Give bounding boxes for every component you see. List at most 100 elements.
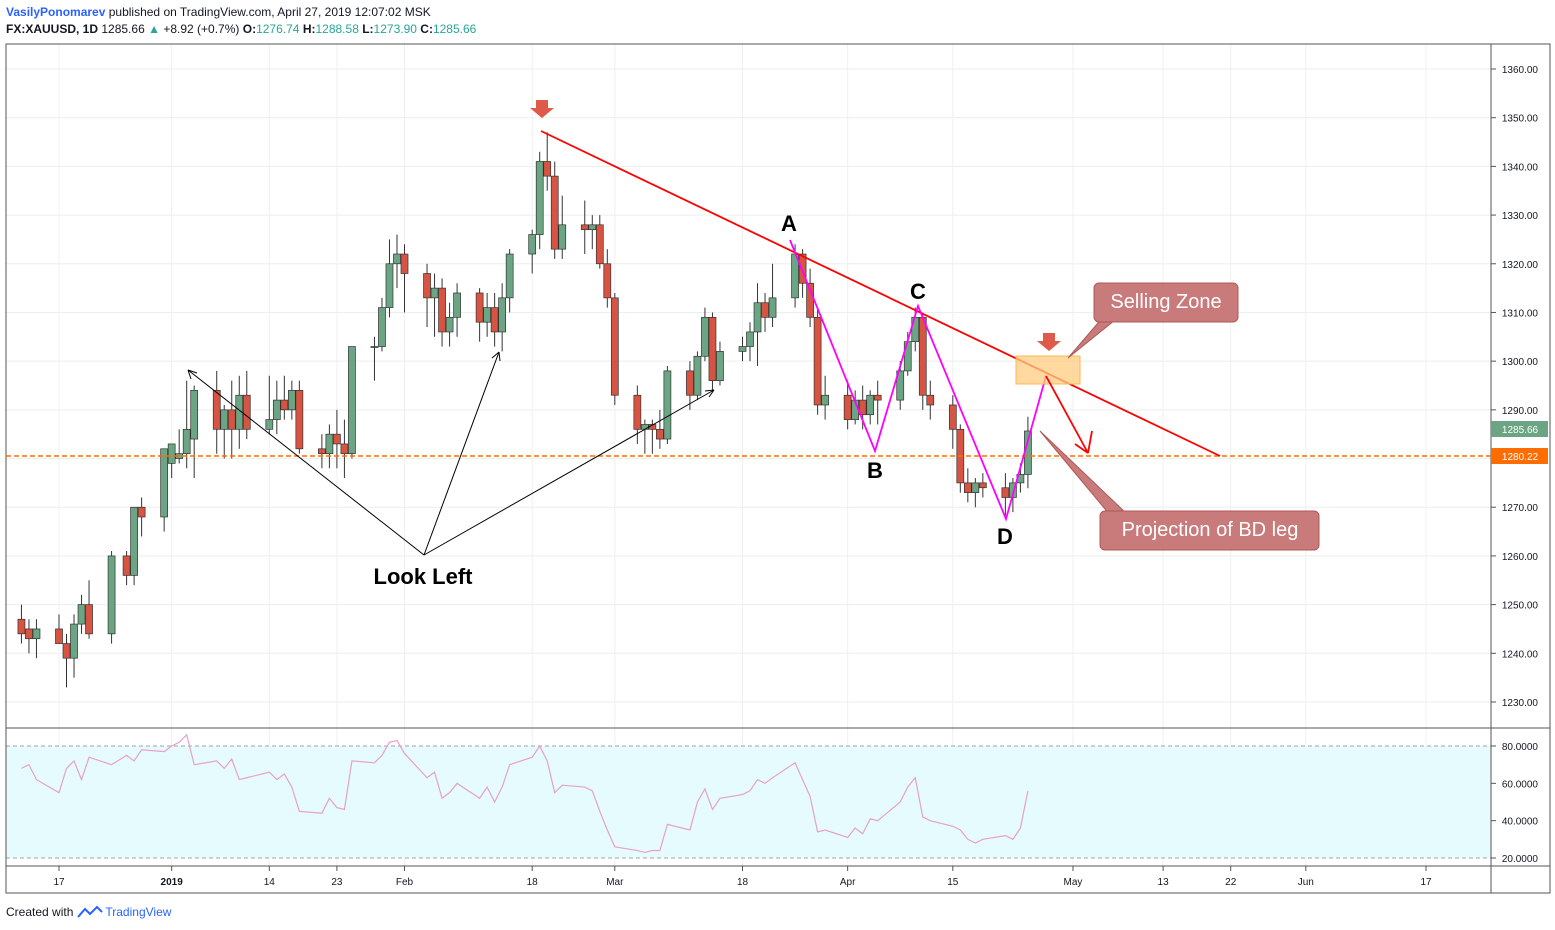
- rsi-band: [6, 746, 1491, 858]
- candle-body: [212, 390, 221, 430]
- candle-body: [70, 623, 78, 659]
- rsi-tick-label: 80.0000: [1502, 742, 1539, 753]
- low-label: L:: [362, 22, 374, 36]
- candle-body: [280, 399, 289, 411]
- candle-body: [325, 433, 334, 455]
- rsi-line: [21, 733, 1029, 854]
- time-tick-label: 23: [331, 877, 343, 888]
- price-tick-label: 1250.00: [1502, 601, 1539, 612]
- candle-body: [190, 390, 199, 440]
- candle-body: [971, 482, 980, 493]
- price-tick-label: 1360.00: [1502, 65, 1539, 76]
- low-value: 1273.90: [373, 22, 417, 36]
- time-tick-label: 14: [264, 877, 276, 888]
- high-label: H:: [302, 22, 316, 36]
- look-left-label: Look Left: [374, 564, 474, 589]
- candle-body: [603, 263, 612, 299]
- projection-callout[interactable]: [1099, 510, 1320, 551]
- candle-body: [926, 394, 935, 406]
- last-price-badge-text: 1285.66: [1502, 425, 1539, 436]
- candle-body: [272, 399, 281, 420]
- symbol-ohlc-line: FX:XAUUSD, 1D 1285.66 ▲ +8.92 (+0.7%) O:…: [6, 22, 476, 36]
- projection-label: Projection of BD leg: [1122, 519, 1299, 541]
- candle-body: [1001, 487, 1010, 498]
- projection-arrow[interactable]: [1045, 375, 1093, 454]
- candle-body: [220, 409, 229, 430]
- price-tick-label: 1230.00: [1502, 698, 1539, 709]
- candle-body: [62, 643, 71, 659]
- selling-zone-callout[interactable]: [1093, 282, 1239, 323]
- candle-body: [843, 394, 852, 420]
- time-tick-label: 18: [737, 877, 749, 888]
- candle-body: [979, 482, 987, 489]
- price-tick-label: 1300.00: [1502, 357, 1539, 368]
- time-tick-label: Jun: [1298, 877, 1314, 888]
- candle-body: [866, 394, 875, 416]
- candle-body: [693, 355, 702, 396]
- candle-body: [543, 161, 552, 177]
- level-price-badge: [1491, 448, 1548, 464]
- candle-body: [948, 404, 957, 430]
- publish-text: published on TradingView.com, April 27, …: [108, 5, 431, 19]
- candle-body: [235, 394, 244, 430]
- candle-body: [167, 443, 176, 464]
- candle-body: [137, 506, 146, 518]
- point-b-label: B: [867, 458, 883, 483]
- price-axis[interactable]: 1230.00 1240.00 1250.00 1260.00 1270.00 1280.…: [1491, 65, 1538, 709]
- candle-body: [641, 424, 649, 430]
- price-tick-label: 1310.00: [1502, 308, 1539, 319]
- candle-body: [498, 297, 506, 333]
- time-tick-label: 17: [53, 877, 65, 888]
- abcd-pattern[interactable]: [789, 239, 1047, 522]
- price-tick-label: 1270.00: [1502, 503, 1539, 514]
- candle-body: [453, 292, 461, 318]
- candle-body: [423, 273, 431, 299]
- candle-body: [798, 253, 807, 284]
- candle-body: [490, 307, 499, 333]
- symbol-label[interactable]: FX:XAUUSD, 1D: [6, 22, 99, 36]
- candle-body: [610, 297, 619, 396]
- tradingview-logo-icon: [77, 905, 104, 918]
- candle-body: [896, 370, 905, 401]
- candle-body: [483, 307, 491, 323]
- candle-body: [25, 628, 33, 640]
- time-tick-label: 13: [1158, 877, 1170, 888]
- chart-frame: [5, 43, 1551, 894]
- candle-body: [130, 506, 138, 576]
- candle-body: [333, 433, 341, 445]
- candle-body: [77, 604, 86, 625]
- candle-body: [768, 297, 777, 318]
- arrow-down-icon: [1037, 333, 1061, 351]
- grid: [6, 44, 1491, 866]
- time-tick-label: 18: [527, 877, 539, 888]
- open-value: 1276.74: [256, 22, 300, 36]
- selling-zone-label: Selling Zone: [1110, 291, 1221, 313]
- price-tick-label: 1290.00: [1502, 406, 1539, 417]
- close-value: 1285.66: [432, 22, 477, 36]
- trend-line[interactable]: [540, 130, 1221, 457]
- candle-body: [588, 224, 597, 231]
- level-price-badge-text: 1280.22: [1502, 452, 1539, 463]
- rsi-tick-label: 20.0000: [1502, 854, 1539, 865]
- tradingview-brand-link[interactable]: TradingView: [105, 905, 172, 919]
- candle-body: [858, 399, 867, 416]
- price-change: +8.92 (+0.7%): [163, 22, 240, 36]
- candle-body: [656, 428, 664, 440]
- candle-body: [340, 443, 349, 455]
- candle-body: [400, 253, 409, 274]
- rsi-tick-label: 40.0000: [1502, 817, 1539, 828]
- candle-body: [813, 316, 822, 406]
- candle-body: [528, 234, 537, 255]
- candle-body: [761, 302, 769, 318]
- author-link[interactable]: VasilyPonomarev: [6, 5, 106, 19]
- candle-body: [318, 448, 326, 455]
- candle-body: [580, 224, 589, 231]
- close-label: C:: [420, 22, 433, 36]
- candle-body: [265, 419, 274, 430]
- time-axis[interactable]: 17 2019 14 23 Feb 18 Mar 18 Apr 15 May 13 22 Jun 17: [53, 866, 1432, 888]
- candle-body: [32, 628, 41, 640]
- point-c-label: C: [910, 279, 926, 304]
- candle-body: [445, 316, 454, 333]
- projection-callout-pointer: [1039, 430, 1130, 516]
